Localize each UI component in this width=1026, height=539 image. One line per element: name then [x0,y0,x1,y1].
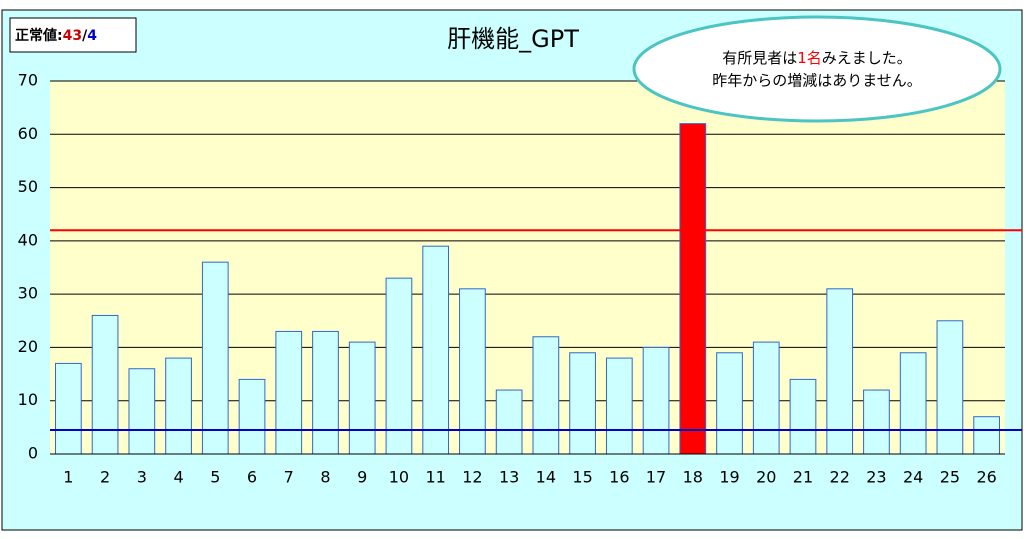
y-tick-label: 50 [18,177,38,196]
x-tick-label: 17 [646,468,666,487]
callout-line2: 昨年からの増減はありません。 [712,72,922,90]
y-tick-label: 0 [28,444,38,463]
bar [238,378,266,455]
x-tick-label: 25 [940,468,960,487]
chart-title: 肝機能_GPT [447,25,579,53]
bar [642,346,670,455]
x-tick-label: 11 [425,468,445,487]
x-tick-label: 21 [793,468,813,487]
x-tick-label: 13 [499,468,519,487]
x-tick-label: 10 [389,468,409,487]
bar [385,277,413,455]
x-tick-label: 5 [210,468,220,487]
normal-box [9,17,137,53]
x-tick-label: 19 [719,468,739,487]
x-tick-label: 16 [609,468,629,487]
normal-lower: 4 [87,28,97,44]
y-tick-label: 70 [18,71,38,90]
bar [752,341,780,455]
x-tick-label: 6 [247,468,257,487]
x-tick-label: 20 [756,468,776,487]
bar [201,261,229,455]
y-tick-label: 20 [18,337,38,356]
x-tick-label: 7 [284,468,294,487]
bar [422,245,450,455]
bar [863,389,890,455]
bar [789,378,817,455]
bar [275,330,303,455]
bar [55,362,82,455]
bar [495,389,523,455]
bar [532,336,560,455]
bar [679,123,707,455]
x-tick-label: 2 [100,468,110,487]
bar [826,288,854,455]
y-tick-label: 40 [18,230,38,249]
x-tick-label: 8 [320,468,330,487]
normal-box-text: 正常値:43/4 [15,27,97,44]
x-tick-label: 24 [903,468,923,487]
normal-label: 正常値: [15,27,63,44]
bar [348,341,376,455]
bar [936,320,964,455]
x-tick-label: 12 [462,468,482,487]
x-tick-label: 15 [572,468,592,487]
x-tick-label: 1 [63,468,73,487]
bar [973,416,1000,455]
x-tick-label: 18 [683,468,703,487]
bar [128,368,156,455]
bar [312,330,339,455]
y-tick-label: 30 [18,284,38,303]
callout-line1: 有所見者は1名みえました。 [722,49,912,67]
normal-sep: / [82,28,88,44]
x-tick-label: 3 [137,468,147,487]
bar [165,357,192,455]
plot-area [50,81,1005,454]
y-tick-label: 60 [18,124,38,143]
bar [91,314,119,455]
x-tick-label: 14 [536,468,556,487]
normal-upper: 43 [63,28,82,44]
x-tick-label: 9 [357,468,367,487]
x-tick-label: 22 [830,468,850,487]
y-tick-label: 10 [18,390,38,409]
bar [899,352,927,455]
callout-count: 1名 [797,49,822,67]
bar [605,357,633,455]
callout-post: みえました。 [822,49,912,67]
bar [716,352,743,455]
x-tick-label: 26 [976,468,996,487]
callout-pre: 有所見者は [722,49,797,67]
x-tick-label: 23 [866,468,886,487]
callout [632,15,1002,123]
x-tick-label: 4 [173,468,183,487]
bar [569,352,596,455]
